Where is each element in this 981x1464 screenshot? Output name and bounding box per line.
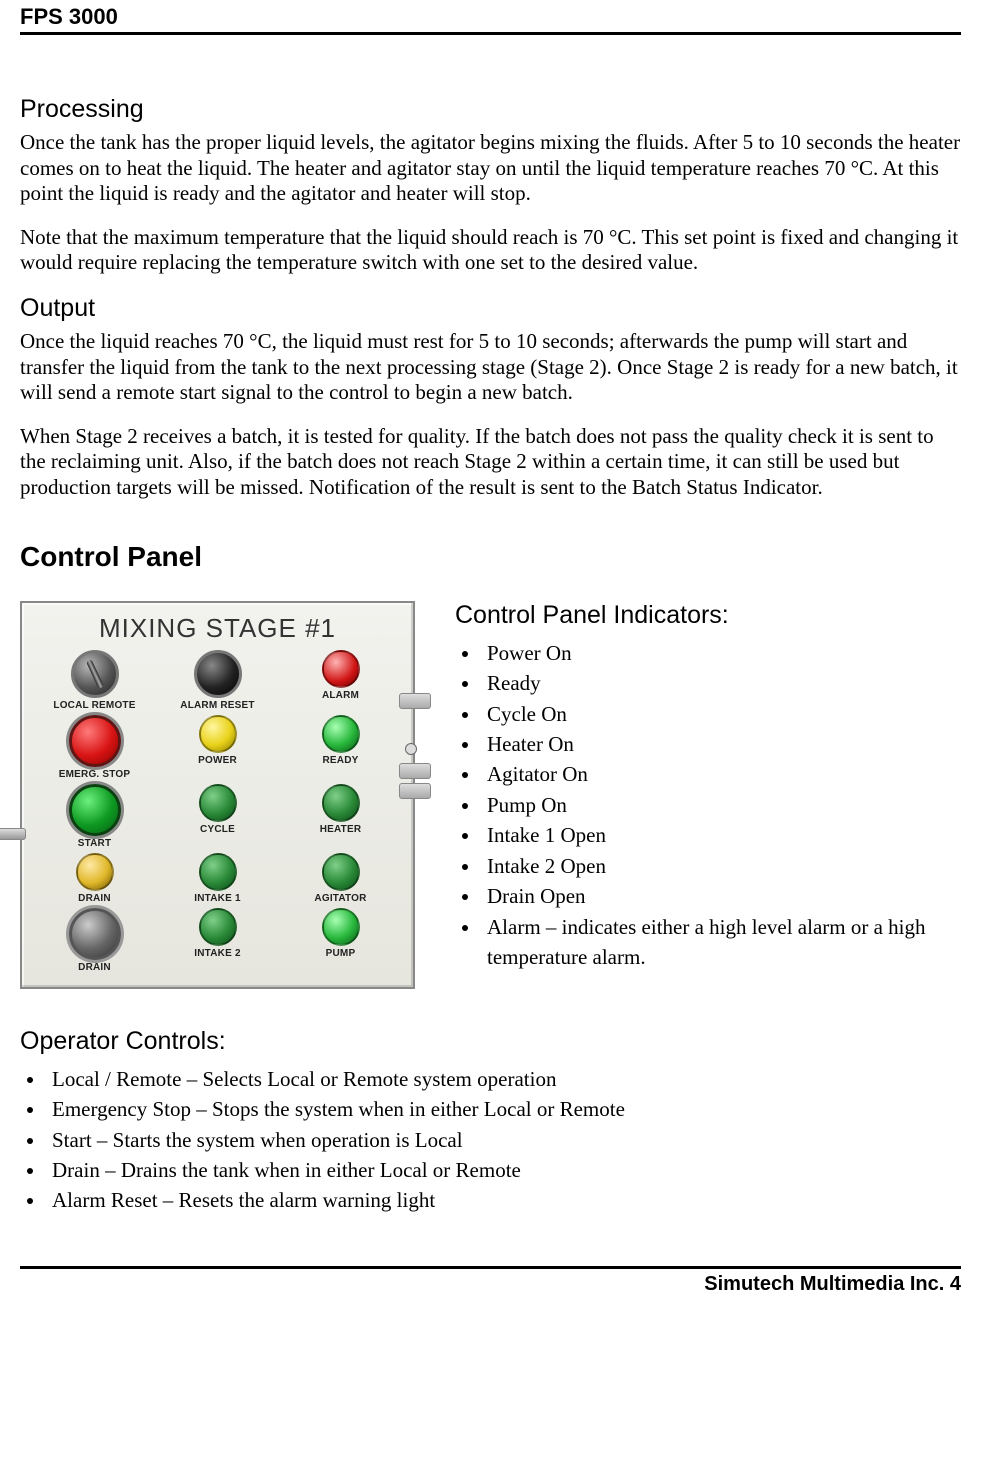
drain-led-icon [76, 853, 114, 891]
ready-led-icon [322, 715, 360, 753]
control-panel-figure: MIXING STAGE #1 LOCAL REMOTE ALARM RESET… [20, 601, 415, 989]
heater-led-icon [322, 784, 360, 822]
keylock-icon [405, 743, 417, 755]
list-item: Drain Open [481, 881, 961, 911]
list-item: Alarm Reset – Resets the alarm warning l… [46, 1185, 961, 1215]
label-intake1: INTAKE 1 [194, 893, 240, 904]
hinge-icon [399, 783, 431, 799]
intake1-led-icon [199, 853, 237, 891]
label-local-remote: LOCAL REMOTE [53, 700, 135, 711]
footer-text: Simutech Multimedia Inc. 4 [20, 1273, 961, 1306]
header-rule [20, 32, 961, 35]
output-heading: Output [20, 294, 961, 323]
agitator-led-icon [322, 853, 360, 891]
doc-header-title: FPS 3000 [20, 0, 961, 32]
list-item: Intake 1 Open [481, 820, 961, 850]
list-item: Alarm – indicates either a high level al… [481, 912, 961, 973]
label-agitator: AGITATOR [314, 893, 366, 904]
indicators-list: Power On Ready Cycle On Heater On Agitat… [481, 638, 961, 973]
list-item: Agitator On [481, 759, 961, 789]
intake2-led-icon [199, 908, 237, 946]
pump-led-icon [322, 908, 360, 946]
local-remote-selector[interactable] [71, 650, 119, 698]
panel-title: MIXING STAGE #1 [36, 613, 399, 644]
alarm-led-icon [322, 650, 360, 688]
hinge-icon [399, 693, 431, 709]
footer-rule [20, 1266, 961, 1269]
label-heater: HEATER [320, 824, 362, 835]
list-item: Pump On [481, 790, 961, 820]
label-drain-1: DRAIN [78, 893, 111, 904]
label-alarm-reset: ALARM RESET [180, 700, 254, 711]
list-item: Emergency Stop – Stops the system when i… [46, 1094, 961, 1124]
hinge-icon [399, 763, 431, 779]
output-para-2: When Stage 2 receives a batch, it is tes… [20, 424, 961, 501]
label-power: POWER [198, 755, 237, 766]
start-button[interactable] [69, 784, 121, 836]
list-item: Power On [481, 638, 961, 668]
label-emerg-stop: EMERG. STOP [59, 769, 130, 780]
control-panel-box: MIXING STAGE #1 LOCAL REMOTE ALARM RESET… [20, 601, 415, 989]
list-item: Start – Starts the system when operation… [46, 1125, 961, 1155]
indicators-heading: Control Panel Indicators: [455, 601, 961, 630]
drain-button[interactable] [69, 908, 121, 960]
label-alarm: ALARM [322, 690, 359, 701]
alarm-reset-button[interactable] [194, 650, 242, 698]
label-start: START [78, 838, 112, 849]
operator-list: Local / Remote – Selects Local or Remote… [46, 1064, 961, 1216]
list-item: Cycle On [481, 699, 961, 729]
label-ready: READY [322, 755, 358, 766]
list-item: Local / Remote – Selects Local or Remote… [46, 1064, 961, 1094]
operator-heading: Operator Controls: [20, 1027, 961, 1056]
left-conduit-icon [0, 828, 26, 840]
power-led-icon [199, 715, 237, 753]
control-panel-section: MIXING STAGE #1 LOCAL REMOTE ALARM RESET… [20, 601, 961, 989]
emergency-stop-button[interactable] [69, 715, 121, 767]
processing-para-2: Note that the maximum temperature that t… [20, 225, 961, 276]
indicator-list-section: Control Panel Indicators: Power On Ready… [455, 601, 961, 989]
label-cycle: CYCLE [200, 824, 235, 835]
control-panel-heading: Control Panel [20, 541, 961, 573]
label-drain-2: DRAIN [78, 962, 111, 973]
label-intake2: INTAKE 2 [194, 948, 240, 959]
label-pump: PUMP [326, 948, 356, 959]
cycle-led-icon [199, 784, 237, 822]
output-para-1: Once the liquid reaches 70 °C, the liqui… [20, 329, 961, 406]
page: FPS 3000 Processing Once the tank has th… [0, 0, 981, 1316]
list-item: Intake 2 Open [481, 851, 961, 881]
processing-heading: Processing [20, 95, 961, 124]
processing-para-1: Once the tank has the proper liquid leve… [20, 130, 961, 207]
list-item: Heater On [481, 729, 961, 759]
panel-grid: LOCAL REMOTE ALARM RESET ALARM EMERG. ST… [36, 650, 399, 973]
list-item: Ready [481, 668, 961, 698]
list-item: Drain – Drains the tank when in either L… [46, 1155, 961, 1185]
